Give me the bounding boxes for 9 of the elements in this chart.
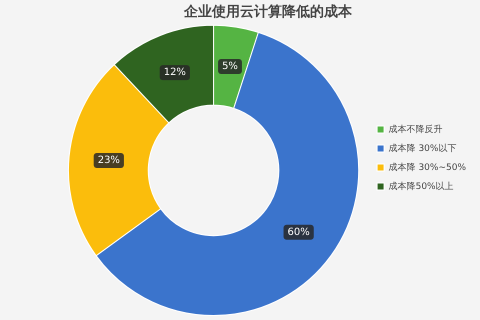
data-label: 23% [98, 155, 120, 166]
legend-label: 成本降 30%~50% [388, 162, 466, 173]
data-label: 12% [164, 67, 186, 78]
legend-label: 成本降 30%以下 [388, 142, 456, 154]
legend-label: 成本降50%以上 [388, 180, 454, 192]
legend-label: 成本不降反升 [388, 124, 443, 135]
data-label: 5% [222, 61, 238, 72]
chart-title: 企业使用云计算降低的成本 [183, 4, 353, 20]
data-label: 60% [288, 226, 310, 238]
